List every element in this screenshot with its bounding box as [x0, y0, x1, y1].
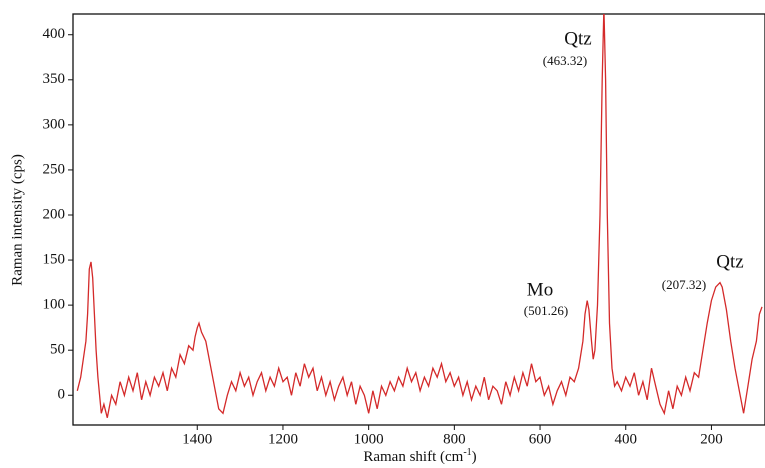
y-axis-label: Raman intensity (cps) [9, 154, 25, 286]
x-tick-label: 1000 [354, 431, 384, 447]
y-tick-label: 100 [43, 297, 66, 313]
x-tick-label: 200 [700, 431, 723, 447]
x-label-sup: -1 [463, 447, 471, 458]
annotation: (463.32) [543, 53, 587, 68]
x-label-end: ) [472, 449, 477, 465]
x-tick-label: 600 [529, 431, 552, 447]
annotation: (501.26) [524, 303, 568, 318]
plot-frame [72, 13, 765, 426]
y-tick-label: 300 [43, 116, 66, 132]
y-tick-label: 250 [43, 161, 66, 177]
annotation: Mo [527, 279, 553, 300]
y-tick-label: 150 [43, 251, 66, 267]
y-tick-label: 0 [58, 387, 66, 403]
x-tick-label: 800 [443, 431, 466, 447]
y-tick-label: 350 [43, 71, 66, 87]
x-axis-label: Raman shift (cm-1) [363, 447, 476, 465]
spectrum-line [76, 14, 763, 418]
y-tick-label: 400 [43, 26, 66, 42]
y-tick-label: 50 [50, 342, 65, 358]
annotation: Qtz [564, 28, 591, 49]
annotation: Qtz [716, 251, 743, 272]
x-tick-label: 1200 [268, 431, 298, 447]
annotation: (207.32) [662, 277, 706, 292]
x-label-text: Raman shift (cm [363, 449, 463, 465]
x-tick-label: 1400 [182, 431, 212, 447]
y-tick-label: 200 [43, 206, 66, 222]
x-tick-label: 400 [614, 431, 637, 447]
